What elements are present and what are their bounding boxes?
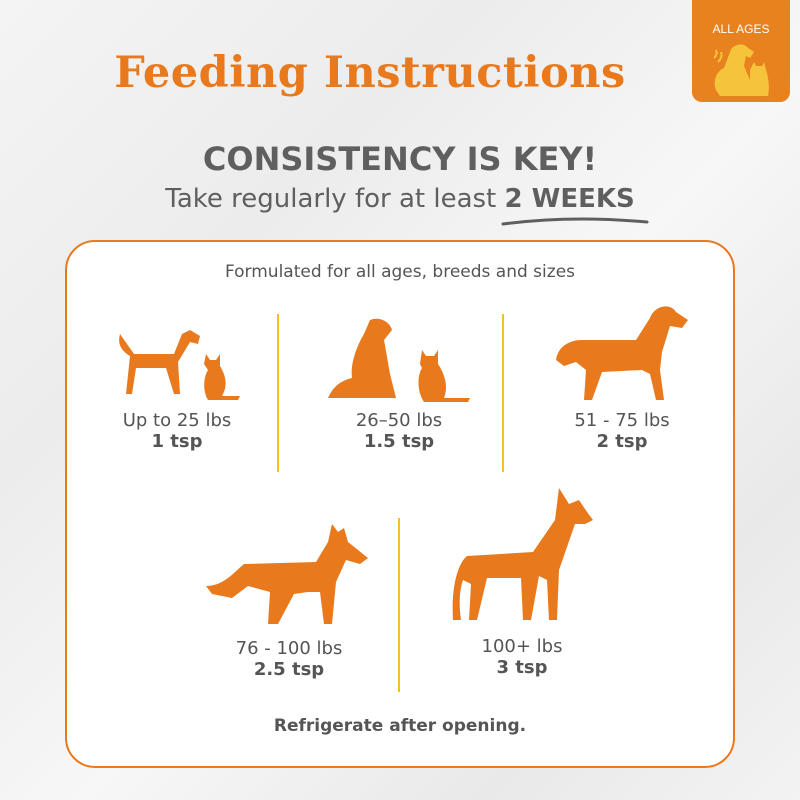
emphasis-text: 2 WEEKS: [504, 184, 635, 214]
intro-text: Formulated for all ages, breeds and size…: [224, 262, 576, 282]
storage-note: Refrigerate after opening.: [273, 716, 527, 736]
divider: [398, 518, 400, 692]
subline-emphasis: 2 WEEKS: [501, 184, 649, 226]
large-dog-icon: [556, 306, 688, 400]
divider: [502, 314, 504, 472]
divider: [277, 314, 279, 472]
dose-label: 3 tsp: [496, 657, 548, 678]
weight-label: 100+ lbs: [481, 636, 563, 657]
great-dane-icon: [452, 488, 593, 620]
underline-stroke: [501, 217, 649, 226]
small-dog-and-cat-icon: [119, 330, 240, 400]
weight-label: 26–50 lbs: [355, 410, 443, 431]
page-title: Feeding Instructions: [114, 48, 626, 98]
weight-label: Up to 25 lbs: [122, 410, 232, 431]
dose-item: 76 - 100 lbs 2.5 tsp: [189, 512, 389, 680]
subline-prefix: Take regularly for at least: [165, 184, 497, 214]
dog-and-cat-icon: [713, 44, 769, 96]
weight-label: 51 - 75 lbs: [574, 410, 670, 431]
feeding-panel: Formulated for all ages, breeds and size…: [65, 240, 735, 768]
dose-item: 26–50 lbs 1.5 tsp: [299, 314, 499, 452]
dose-label: 2.5 tsp: [253, 659, 325, 680]
medium-dog-and-cat-icon: [328, 318, 470, 402]
dose-label: 1.5 tsp: [363, 431, 435, 452]
badge-label: ALL AGES: [712, 22, 770, 36]
subline: Take regularly for at least 2 WEEKS: [0, 184, 800, 226]
shepherd-dog-icon: [206, 524, 368, 624]
dose-label: 2 tsp: [596, 431, 648, 452]
weight-label: 76 - 100 lbs: [235, 638, 343, 659]
dose-item: 51 - 75 lbs 2 tsp: [522, 300, 722, 452]
dose-item: Up to 25 lbs 1 tsp: [77, 324, 277, 452]
dose-label: 1 tsp: [151, 431, 203, 452]
headline: CONSISTENCY IS KEY!: [202, 140, 598, 178]
dose-item: 100+ lbs 3 tsp: [422, 480, 622, 678]
all-ages-badge: ALL AGES: [692, 0, 790, 102]
